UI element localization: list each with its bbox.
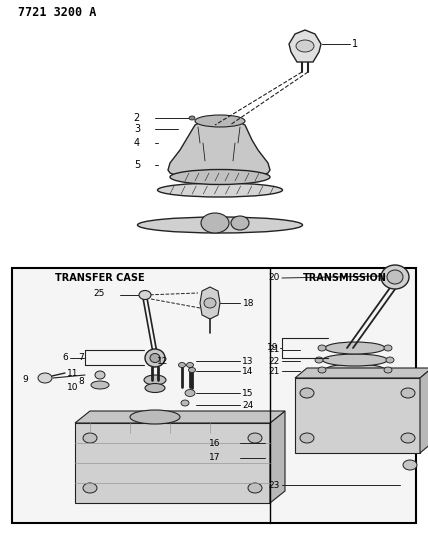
Ellipse shape [188,367,196,373]
Text: 10: 10 [66,384,78,392]
Ellipse shape [83,433,97,443]
Ellipse shape [145,349,165,367]
Bar [295,378,420,453]
Polygon shape [420,368,428,453]
Text: 7721 3200 A: 7721 3200 A [18,5,96,19]
Ellipse shape [83,483,97,493]
Text: 22: 22 [269,357,280,366]
Ellipse shape [201,213,229,233]
Ellipse shape [386,357,394,363]
Text: TRANSFER CASE: TRANSFER CASE [55,273,145,283]
Text: 21: 21 [269,345,280,354]
Ellipse shape [300,433,314,443]
Ellipse shape [318,345,326,351]
Text: TRANSMISSION: TRANSMISSION [303,273,387,283]
Ellipse shape [403,460,417,470]
Ellipse shape [248,483,262,493]
Ellipse shape [170,169,270,184]
Ellipse shape [130,410,180,424]
Polygon shape [75,411,285,423]
Ellipse shape [181,400,189,406]
Text: 3: 3 [134,124,140,134]
Ellipse shape [158,183,282,197]
Text: 9: 9 [22,376,28,384]
Polygon shape [168,117,270,177]
Ellipse shape [325,342,385,354]
Text: 16: 16 [208,439,220,448]
Text: 1: 1 [352,39,358,49]
Ellipse shape [187,362,193,367]
Text: 13: 13 [242,357,253,366]
Text: 19: 19 [267,343,278,352]
Text: 5: 5 [134,160,140,170]
Ellipse shape [231,216,249,230]
Ellipse shape [318,367,326,373]
Text: 8: 8 [78,376,84,385]
Text: 12: 12 [157,357,168,366]
Ellipse shape [189,116,195,120]
Ellipse shape [401,388,415,398]
Polygon shape [200,287,220,319]
Text: 4: 4 [134,138,140,148]
Polygon shape [289,30,321,62]
Text: 20: 20 [269,273,280,282]
Text: 23: 23 [269,481,280,489]
Polygon shape [295,368,428,378]
Ellipse shape [204,298,216,308]
Ellipse shape [325,364,385,376]
Ellipse shape [91,381,109,389]
Ellipse shape [178,362,185,367]
Text: 2: 2 [134,113,140,123]
Text: 17: 17 [208,454,220,463]
Ellipse shape [387,270,403,284]
Text: 21: 21 [269,367,280,376]
Ellipse shape [296,40,314,52]
Text: 18: 18 [243,298,255,308]
Ellipse shape [248,433,262,443]
Text: 24: 24 [242,400,253,409]
Text: 25: 25 [94,288,105,297]
Ellipse shape [381,265,409,289]
Ellipse shape [38,373,52,383]
Bar [75,423,270,503]
Ellipse shape [195,115,245,127]
Text: 14: 14 [242,367,253,376]
Ellipse shape [150,353,160,362]
Ellipse shape [300,388,314,398]
Ellipse shape [144,375,166,385]
Polygon shape [270,411,285,503]
Text: 11: 11 [66,368,78,377]
Text: 7: 7 [78,353,84,362]
Bar [12,268,416,523]
Ellipse shape [384,367,392,373]
Ellipse shape [323,354,387,366]
Ellipse shape [139,290,151,300]
Text: 6: 6 [62,353,68,362]
Ellipse shape [95,371,105,379]
Text: 15: 15 [242,389,253,398]
Ellipse shape [384,345,392,351]
Ellipse shape [401,433,415,443]
Ellipse shape [145,384,165,392]
Ellipse shape [315,357,323,363]
Ellipse shape [137,217,303,233]
Ellipse shape [185,390,195,397]
